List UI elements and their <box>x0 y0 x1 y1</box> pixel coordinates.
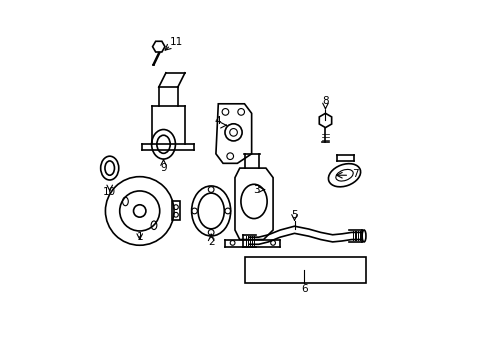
Bar <box>244 257 365 283</box>
Text: 8: 8 <box>322 96 328 107</box>
Text: 5: 5 <box>290 210 297 220</box>
Text: 11: 11 <box>169 37 183 47</box>
Text: 10: 10 <box>103 187 116 197</box>
Text: 7: 7 <box>351 169 358 179</box>
Text: 9: 9 <box>160 163 166 173</box>
Text: 3: 3 <box>253 185 259 194</box>
Text: 6: 6 <box>301 284 307 294</box>
Text: 4: 4 <box>214 116 220 126</box>
Text: 1: 1 <box>136 232 142 242</box>
Text: 2: 2 <box>207 237 214 247</box>
